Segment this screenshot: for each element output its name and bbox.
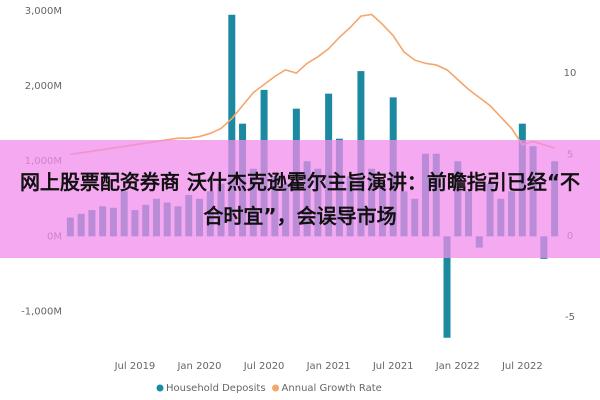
legend-label: Household Deposits bbox=[166, 383, 266, 394]
line bbox=[70, 13, 555, 156]
x-tick-label: Jul 2019 bbox=[114, 361, 156, 372]
x-tick-label: Jan 2020 bbox=[176, 361, 221, 372]
x-tick-label: Jul 2022 bbox=[501, 361, 543, 372]
bar bbox=[443, 236, 451, 338]
legend-marker bbox=[272, 384, 280, 392]
y-tick-label: -1,000M bbox=[21, 306, 62, 317]
banner-text: 网上股票配资券商 沃什杰克逊霍尔主旨演讲：前瞻指引已经“不合时宜”，会误导市场 bbox=[19, 170, 581, 228]
y2-tick-label: -5 bbox=[565, 312, 575, 323]
legend-marker bbox=[156, 384, 164, 392]
x-tick-label: Jan 2021 bbox=[306, 361, 351, 372]
y2-tick-label: 10 bbox=[564, 68, 577, 79]
x-tick-label: Jan 2022 bbox=[435, 361, 480, 372]
legend-label: Annual Growth Rate bbox=[282, 383, 382, 394]
x-tick-label: Jul 2020 bbox=[243, 361, 285, 372]
y-tick-label: 2,000M bbox=[25, 81, 62, 92]
x-tick-label: Jul 2021 bbox=[372, 361, 414, 372]
banner: 网上股票配资券商 沃什杰克逊霍尔主旨演讲：前瞻指引已经“不合时宜”，会误导市场 bbox=[0, 140, 600, 258]
bar bbox=[228, 14, 236, 237]
y-tick-label: 3,000M bbox=[25, 6, 62, 17]
